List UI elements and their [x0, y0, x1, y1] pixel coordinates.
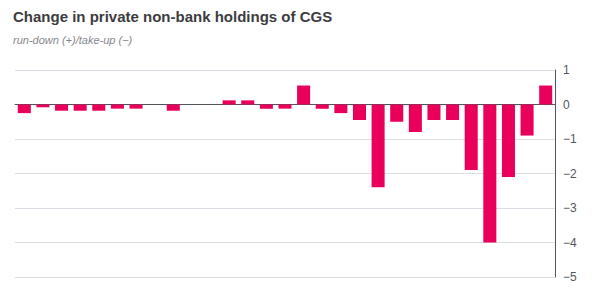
- svg-text:1: 1: [563, 63, 570, 77]
- svg-text:−1: −1: [563, 132, 577, 146]
- svg-text:run-down (+)/take-up (−): run-down (+)/take-up (−): [13, 34, 133, 46]
- svg-text:−5: −5: [563, 270, 577, 284]
- svg-text:−2: −2: [563, 167, 577, 181]
- svg-text:−4: −4: [563, 236, 577, 250]
- svg-text:0: 0: [563, 98, 570, 112]
- svg-text:Change in private non-bank hol: Change in private non-bank holdings of C…: [13, 8, 332, 25]
- svg-text:−3: −3: [563, 201, 577, 215]
